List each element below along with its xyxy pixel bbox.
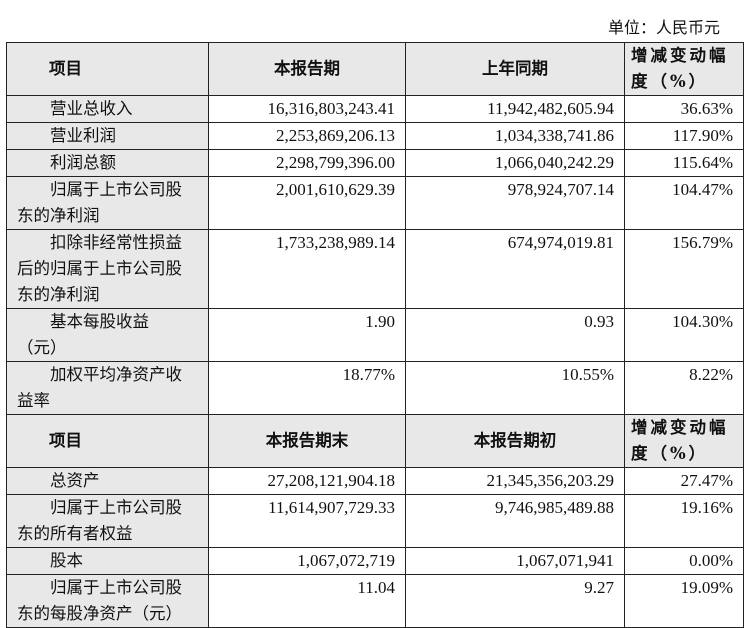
row-label: 利润总额 xyxy=(6,149,209,177)
header-current: 本报告期末 xyxy=(208,414,406,468)
financial-summary-table: 项目 本报告期 上年同期 增减变动幅度（%） 营业总收入 16,316,803,243.4… xyxy=(6,42,744,628)
header-row: 项目 本报告期末 本报告期初 增减变动幅度（%） xyxy=(6,414,744,468)
cell-prior: 978,924,707.14 xyxy=(405,176,625,230)
row-label-text: 归属于上市公司股东的每股净资产（元） xyxy=(17,578,182,623)
cell-current: 27,208,121,904.18 xyxy=(208,467,406,495)
cell-prior: 1,034,338,741.86 xyxy=(405,122,625,150)
row-label-text: 扣除非经常性损益后的归属于上市公司股东的净利润 xyxy=(17,233,182,304)
row-label-text: 归属于上市公司股东的净利润 xyxy=(17,180,182,225)
row-label-text: 营业总收入 xyxy=(50,99,133,118)
table-row: 归属于上市公司股东的每股净资产（元） 11.04 9.27 19.09% xyxy=(6,574,744,628)
cell-change: 19.16% xyxy=(624,494,744,548)
row-label: 扣除非经常性损益后的归属于上市公司股东的净利润 xyxy=(6,229,209,309)
cell-prior: 9.27 xyxy=(405,574,625,628)
row-label: 归属于上市公司股东的所有者权益 xyxy=(6,494,209,548)
table-row: 利润总额 2,298,799,396.00 1,066,040,242.29 115.… xyxy=(6,149,744,177)
cell-change: 115.64% xyxy=(624,149,744,177)
row-label: 归属于上市公司股东的每股净资产（元） xyxy=(6,574,209,628)
row-label: 加权平均净资产收益率 xyxy=(6,361,209,415)
cell-change: 156.79% xyxy=(624,229,744,309)
cell-current: 2,298,799,396.00 xyxy=(208,149,406,177)
header-text: 本报告期初 xyxy=(473,431,557,450)
row-label: 基本每股收益（元） xyxy=(6,308,209,362)
header-row: 项目 本报告期 上年同期 增减变动幅度（%） xyxy=(6,42,744,96)
header-current: 本报告期 xyxy=(208,42,406,96)
cell-prior: 9,746,985,489.88 xyxy=(405,494,625,548)
cell-current: 18.77% xyxy=(208,361,406,415)
header-text: 增减变动幅度（%） xyxy=(631,418,729,463)
cell-prior: 10.55% xyxy=(405,361,625,415)
table-row: 基本每股收益（元） 1.90 0.93 104.30% xyxy=(6,308,744,362)
header-text: 本报告期末 xyxy=(265,431,349,450)
cell-current: 11.04 xyxy=(208,574,406,628)
row-label: 股本 xyxy=(6,547,209,575)
cell-change: 117.90% xyxy=(624,122,744,150)
header-text: 项目 xyxy=(49,59,82,78)
row-label: 营业利润 xyxy=(6,122,209,150)
cell-change: 8.22% xyxy=(624,361,744,415)
cell-prior: 1,066,040,242.29 xyxy=(405,149,625,177)
cell-current: 2,253,869,206.13 xyxy=(208,122,406,150)
header-text: 上年同期 xyxy=(482,59,548,78)
cell-current: 1,067,072,719 xyxy=(208,547,406,575)
row-label-text: 加权平均净资产收益率 xyxy=(17,365,182,410)
row-label-text: 股本 xyxy=(50,551,83,570)
header-prior: 本报告期初 xyxy=(405,414,625,468)
row-label: 营业总收入 xyxy=(6,95,209,123)
cell-prior: 11,942,482,605.94 xyxy=(405,95,625,123)
row-label-text: 基本每股收益（元） xyxy=(17,312,149,357)
cell-change: 104.30% xyxy=(624,308,744,362)
row-label-text: 总资产 xyxy=(50,471,100,490)
header-item: 项目 xyxy=(6,414,209,468)
cell-change: 104.47% xyxy=(624,176,744,230)
table-row: 营业总收入 16,316,803,243.41 11,942,482,605.94 3… xyxy=(6,95,744,123)
row-label-text: 利润总额 xyxy=(50,153,116,172)
cell-current: 1,733,238,989.14 xyxy=(208,229,406,309)
row-label: 总资产 xyxy=(6,467,209,495)
table-row: 归属于上市公司股东的所有者权益 11,614,907,729.33 9,746,98… xyxy=(6,494,744,548)
header-prior: 上年同期 xyxy=(405,42,625,96)
table-row: 归属于上市公司股东的净利润 2,001,610,629.39 978,924,707… xyxy=(6,176,744,230)
cell-prior: 21,345,356,203.29 xyxy=(405,467,625,495)
table-row: 营业利润 2,253,869,206.13 1,034,338,741.86 117.… xyxy=(6,122,744,150)
header-text: 本报告期 xyxy=(274,59,340,78)
cell-current: 16,316,803,243.41 xyxy=(208,95,406,123)
row-label-text: 归属于上市公司股东的所有者权益 xyxy=(17,498,182,543)
cell-prior: 674,974,019.81 xyxy=(405,229,625,309)
table-row: 总资产 27,208,121,904.18 21,345,356,203.29 27.… xyxy=(6,467,744,495)
header-change: 增减变动幅度（%） xyxy=(624,414,744,468)
table-row: 股本 1,067,072,719 1,067,071,941 0.00% xyxy=(6,547,744,575)
cell-change: 27.47% xyxy=(624,467,744,495)
table-row: 扣除非经常性损益后的归属于上市公司股东的净利润 1,733,238,989.14 6… xyxy=(6,229,744,309)
header-change: 增减变动幅度（%） xyxy=(624,42,744,96)
cell-change: 19.09% xyxy=(624,574,744,628)
cell-prior: 0.93 xyxy=(405,308,625,362)
table-row: 加权平均净资产收益率 18.77% 10.55% 8.22% xyxy=(6,361,744,415)
header-item: 项目 xyxy=(6,42,209,96)
header-text: 增减变动幅度（%） xyxy=(631,46,729,91)
cell-current: 2,001,610,629.39 xyxy=(208,176,406,230)
unit-label: 单位：人民币元 xyxy=(607,18,720,37)
row-label-text: 营业利润 xyxy=(50,126,116,145)
header-text: 项目 xyxy=(49,431,82,450)
cell-prior: 1,067,071,941 xyxy=(405,547,625,575)
cell-change: 0.00% xyxy=(624,547,744,575)
row-label: 归属于上市公司股东的净利润 xyxy=(6,176,209,230)
cell-current: 11,614,907,729.33 xyxy=(208,494,406,548)
cell-change: 36.63% xyxy=(624,95,744,123)
cell-current: 1.90 xyxy=(208,308,406,362)
